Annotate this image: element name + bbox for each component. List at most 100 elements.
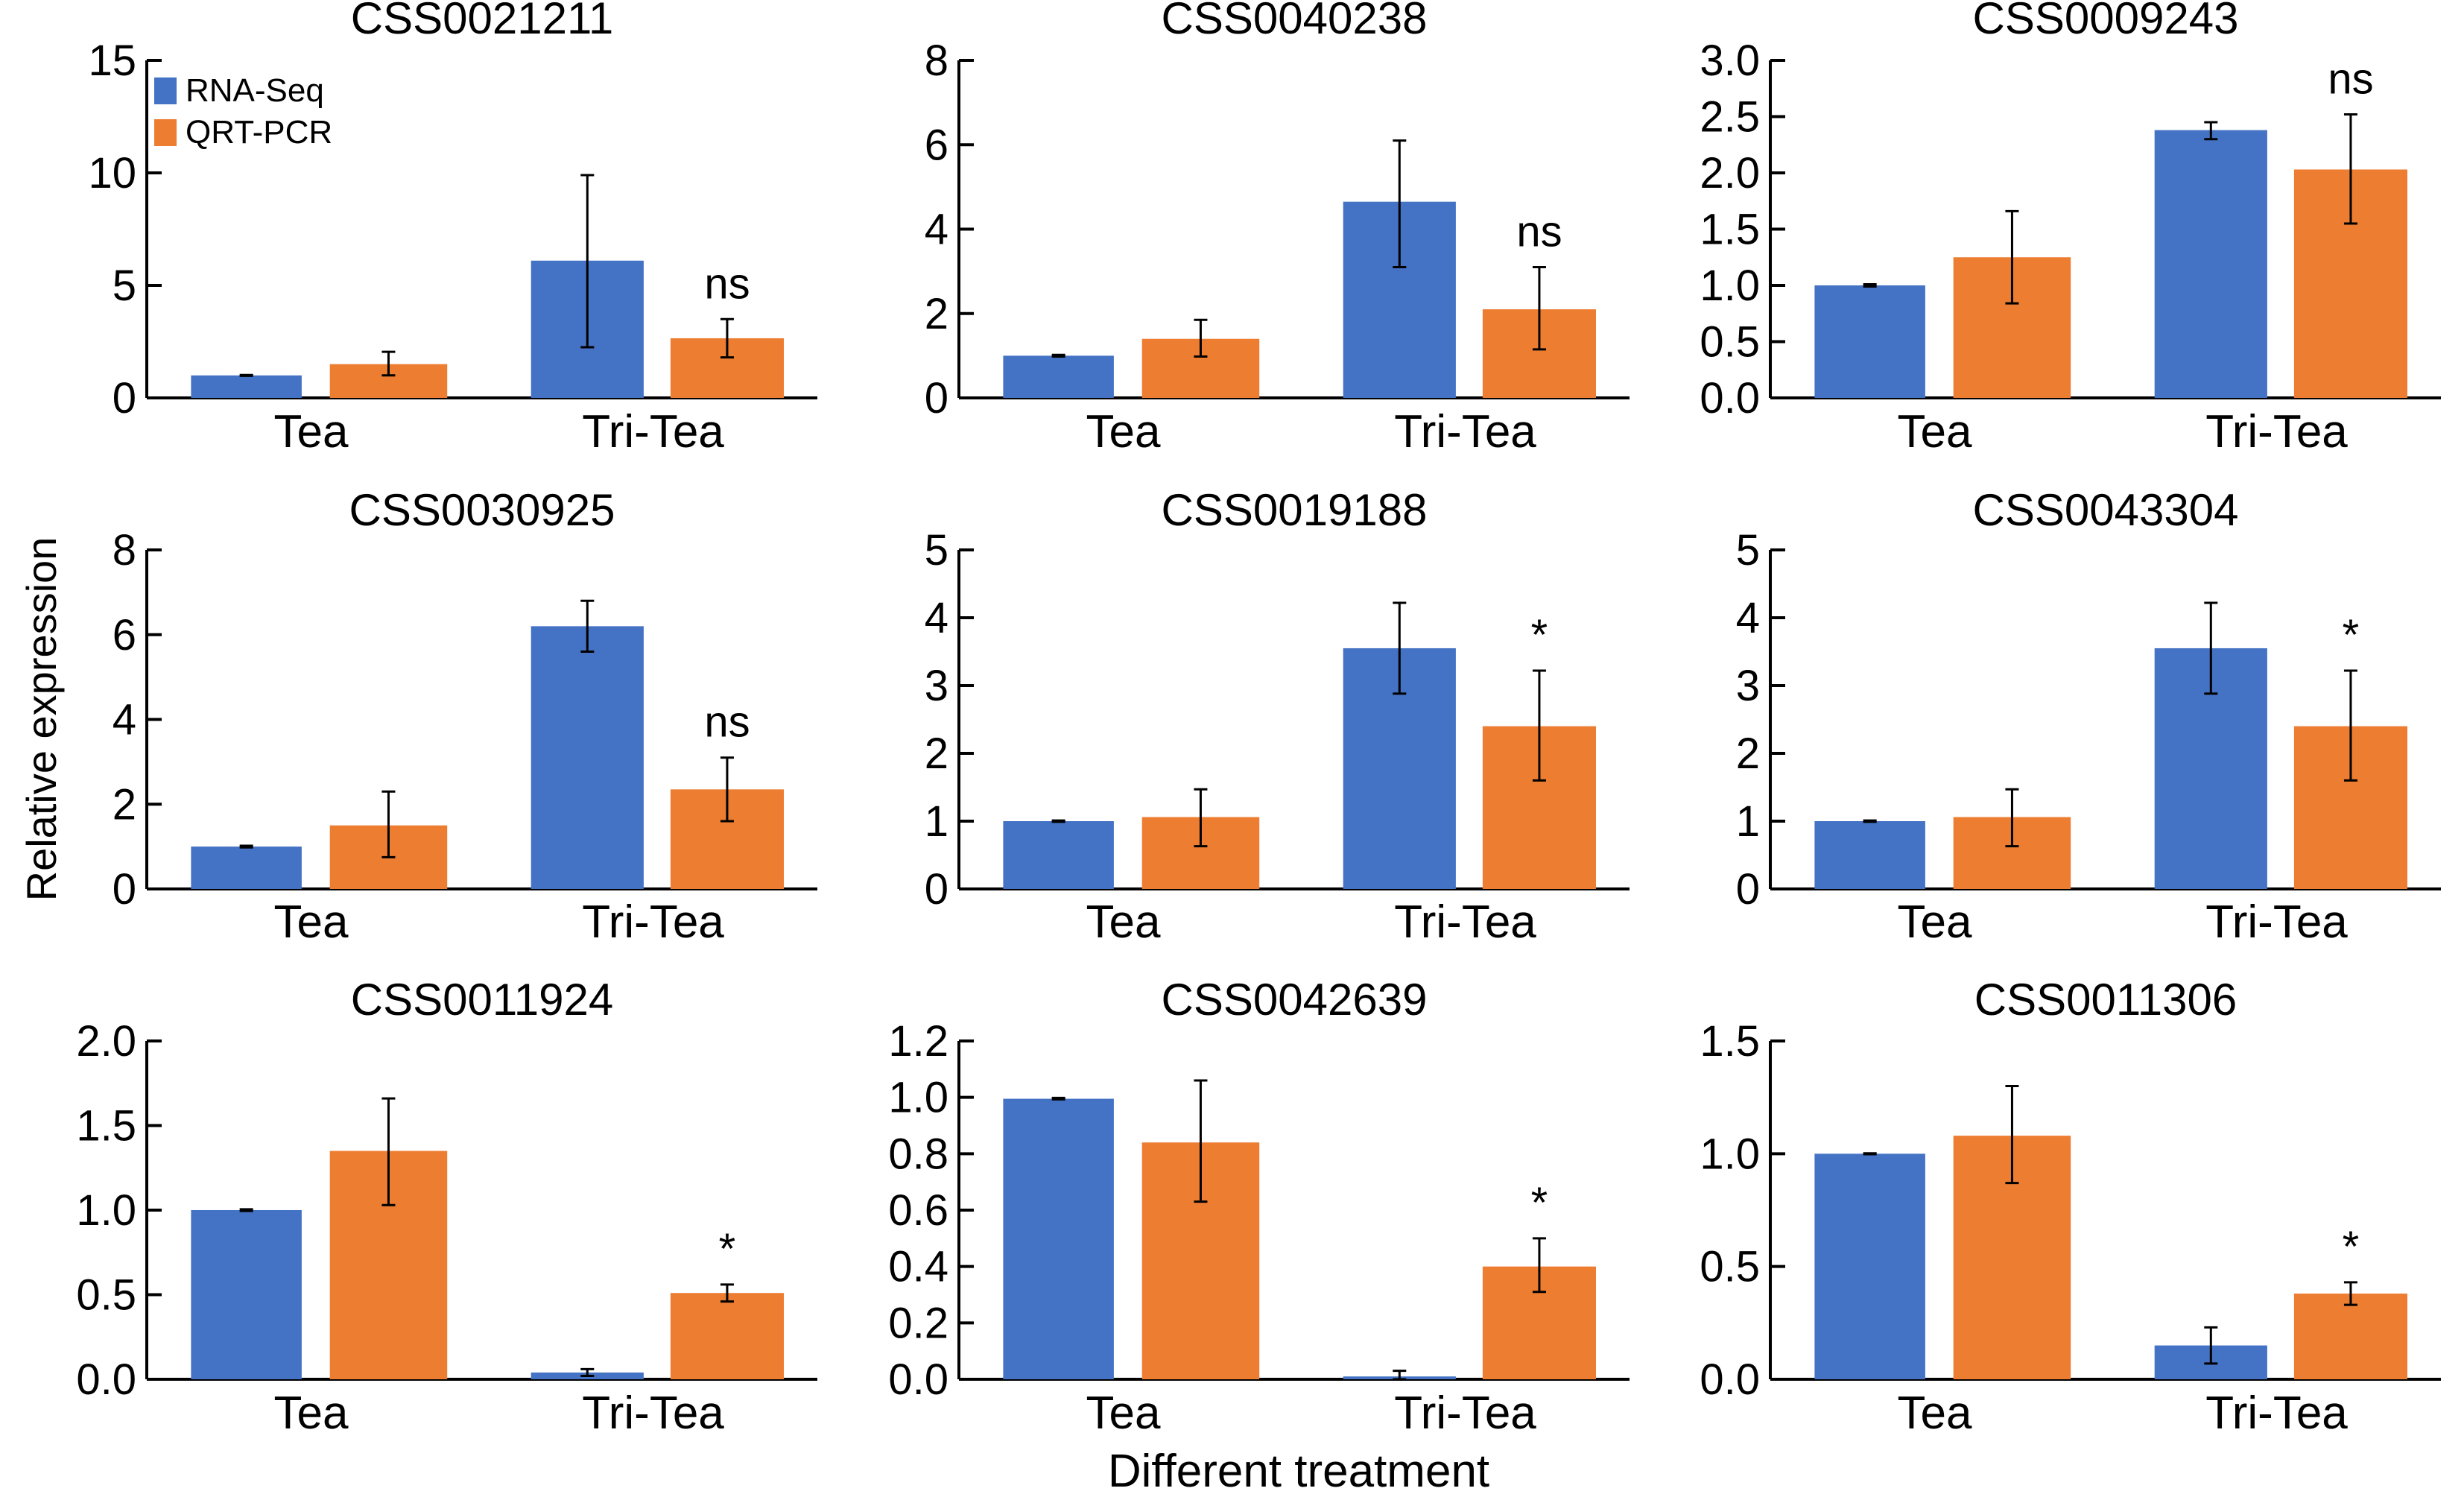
- bar-qrt-pcr: [2293, 1293, 2407, 1379]
- panel: CSS0009243 0.0 0.5 1.0 1.5 2.0 2.5 3.0 Tea Tri-Te…: [1700, 0, 2441, 458]
- y-tick-label: 2.0: [1700, 149, 1760, 197]
- bar-rna-seq: [2154, 130, 2267, 398]
- y-tick-label: 1.0: [888, 1074, 948, 1122]
- panel-title: CSS0043304: [1973, 485, 2239, 535]
- y-tick-label: 1: [925, 797, 948, 846]
- y-tick-label: 6: [113, 611, 136, 659]
- y-tick-label: 4: [1736, 594, 1760, 642]
- bar-qrt-pcr: [670, 1293, 784, 1379]
- bar-rna-seq: [191, 375, 302, 398]
- x-tick-label: Tea: [1898, 896, 1972, 948]
- y-tick-label: 10: [88, 149, 136, 197]
- panel-title: CSS0009243: [1973, 0, 2239, 43]
- bar-rna-seq: [1814, 285, 1925, 398]
- bar-rna-seq: [531, 626, 644, 889]
- y-tick-label: 5: [113, 262, 136, 310]
- y-tick-label: 2: [1736, 729, 1760, 778]
- significance-label: ns: [2328, 54, 2373, 103]
- significance-label: *: [1531, 611, 1548, 659]
- panel-title: CSS0011924: [351, 975, 614, 1025]
- legend-label: RNA-Seq: [186, 72, 324, 109]
- y-tick-label: 0.6: [888, 1186, 948, 1235]
- significance-label: ns: [704, 698, 750, 747]
- panel: CSS0042639 0.0 0.2 0.4 0.6 0.8 1.0 1.2 Tea Tri-Te…: [888, 975, 1630, 1439]
- panel: CSS0030925 0 2 4 6 8 Tea Tri-Tea ns: [113, 485, 817, 948]
- y-tick-label: 0.5: [1700, 1243, 1760, 1291]
- y-tick-label: 0: [113, 865, 136, 914]
- y-tick-label: 0: [925, 374, 948, 422]
- y-tick-label: 0.2: [888, 1299, 948, 1347]
- y-tick-label: 1.2: [888, 1017, 948, 1066]
- x-tick-label: Tri-Tea: [1394, 1387, 1536, 1439]
- y-tick-label: 0.5: [76, 1271, 136, 1320]
- x-tick-label: Tea: [1086, 406, 1161, 458]
- panel-title: CSS0030925: [349, 485, 615, 535]
- panel: CSS0011306 0.0 0.5 1.0 1.5 Tea Tri-Tea *: [1700, 975, 2441, 1439]
- y-tick-label: 0.0: [1700, 374, 1760, 422]
- bar-rna-seq: [1814, 1153, 1925, 1379]
- y-tick-label: 2.0: [76, 1017, 136, 1066]
- y-tick-label: 1.5: [1700, 1017, 1760, 1066]
- x-tick-label: Tea: [1898, 1387, 1972, 1439]
- legend-swatch: [154, 119, 177, 146]
- panel-title: CSS0021211: [351, 0, 614, 43]
- x-tick-label: Tri-Tea: [582, 896, 724, 948]
- bar-rna-seq: [191, 1210, 302, 1379]
- panel: CSS0040238 0 2 4 6 8 Tea Tri-Tea ns: [925, 0, 1630, 458]
- y-tick-label: 0.5: [1700, 318, 1760, 367]
- bar-rna-seq: [1003, 821, 1114, 889]
- significance-label: ns: [704, 259, 750, 308]
- x-tick-label: Tri-Tea: [2205, 896, 2348, 948]
- x-tick-label: Tea: [274, 896, 349, 948]
- bar-rna-seq: [1814, 821, 1925, 889]
- significance-label: *: [719, 1225, 736, 1273]
- y-tick-label: 8: [925, 37, 948, 85]
- y-tick-label: 1.0: [76, 1186, 136, 1235]
- y-axis-label: Relative expression: [18, 537, 65, 902]
- legend-swatch: [154, 77, 177, 104]
- panel: CSS0043304 0 1 2 3 4 5 Tea Tri-Tea *: [1736, 485, 2441, 948]
- y-tick-label: 4: [925, 206, 948, 254]
- panel: CSS0019188 0 1 2 3 4 5 Tea Tri-Tea *: [925, 485, 1630, 948]
- y-tick-label: 2: [925, 290, 948, 338]
- y-tick-label: 4: [925, 594, 948, 642]
- y-tick-label: 1.5: [1700, 206, 1760, 254]
- y-tick-label: 6: [925, 121, 948, 169]
- x-tick-label: Tri-Tea: [582, 1387, 724, 1439]
- y-tick-label: 2: [113, 780, 136, 829]
- y-tick-label: 3: [1736, 662, 1760, 710]
- y-tick-label: 5: [1736, 526, 1760, 575]
- y-tick-label: 0.4: [888, 1243, 948, 1291]
- y-tick-label: 15: [88, 37, 136, 85]
- y-tick-label: 0.8: [888, 1130, 948, 1178]
- y-tick-label: 8: [113, 526, 136, 575]
- y-tick-label: 1.5: [76, 1102, 136, 1151]
- x-tick-label: Tri-Tea: [582, 406, 724, 458]
- y-tick-label: 0.0: [888, 1355, 948, 1404]
- panel: CSS0021211 0 5 10 15 Tea Tri-Tea ns RNA-Seq QRT-P…: [88, 0, 817, 458]
- x-tick-label: Tea: [1086, 896, 1161, 948]
- y-tick-label: 1: [1736, 797, 1760, 846]
- y-tick-label: 0: [1736, 865, 1760, 914]
- panel-title: CSS0019188: [1162, 485, 1428, 535]
- panel-title: CSS0040238: [1162, 0, 1428, 43]
- panel-title: CSS0042639: [1162, 975, 1428, 1025]
- x-tick-label: Tea: [274, 406, 349, 458]
- y-tick-label: 4: [113, 696, 136, 744]
- x-tick-label: Tea: [1086, 1387, 1161, 1439]
- x-axis-label: Different treatment: [1108, 1446, 1489, 1497]
- y-tick-label: 3.0: [1700, 37, 1760, 85]
- y-tick-label: 5: [925, 526, 948, 575]
- legend-label: QRT-PCR: [186, 114, 332, 151]
- panel: CSS0011924 0.0 0.5 1.0 1.5 2.0 Tea Tri-Tea *: [76, 975, 817, 1439]
- x-tick-label: Tri-Tea: [2205, 406, 2348, 458]
- bar-rna-seq: [1003, 355, 1114, 398]
- y-tick-label: 2.5: [1700, 93, 1760, 142]
- y-tick-label: 1.0: [1700, 262, 1760, 310]
- significance-label: *: [2343, 1223, 2360, 1271]
- bar-rna-seq: [1003, 1098, 1114, 1379]
- y-tick-label: 0.0: [76, 1355, 136, 1404]
- significance-label: *: [2343, 611, 2360, 659]
- x-tick-label: Tri-Tea: [1394, 406, 1536, 458]
